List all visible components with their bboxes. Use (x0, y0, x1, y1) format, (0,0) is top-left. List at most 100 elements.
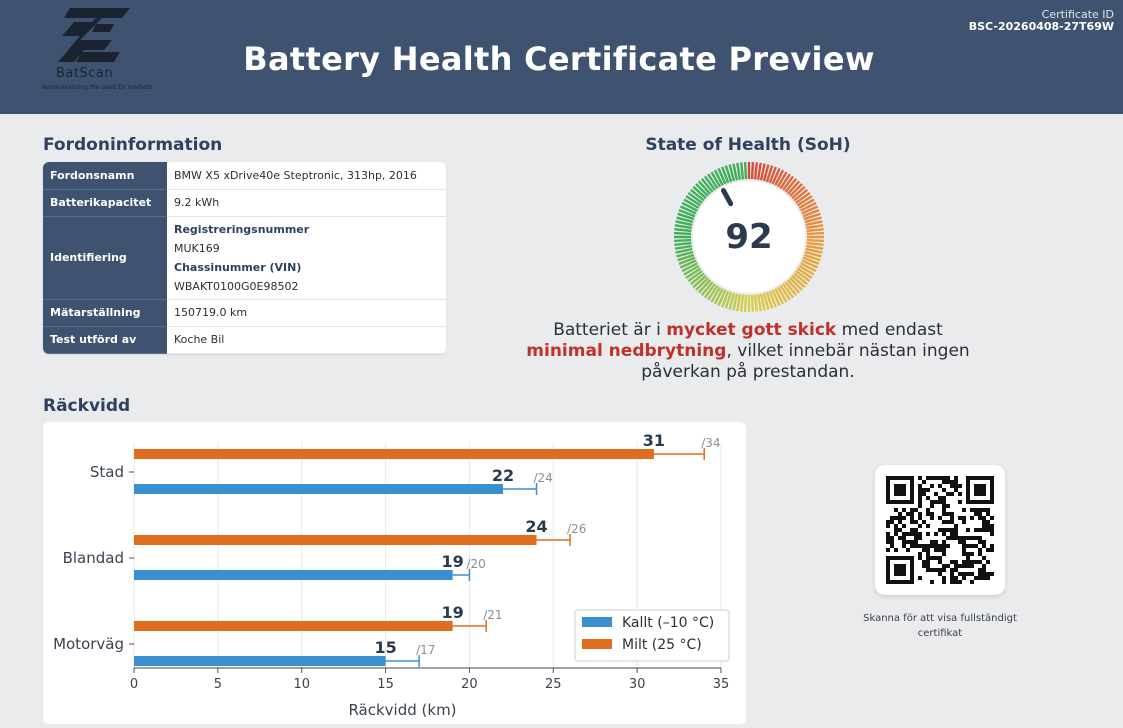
registration-value: MUK169 (174, 241, 220, 255)
gauge-tick (806, 231, 824, 236)
gauge-tick (676, 250, 694, 258)
category-label: Motorväg (53, 635, 124, 653)
tested-by-label: Test utförd av (43, 326, 167, 354)
table-row: Identifiering Registreringsnummer MUK169… (43, 216, 446, 300)
header: BatScan Revolutionizing the used EV mark… (0, 0, 1123, 114)
gauge-tick (800, 201, 817, 212)
gauge-tick (806, 238, 824, 243)
soh-text-part: , vilket innebär nästan ingen påverkan p… (641, 341, 970, 382)
identification-value: Registreringsnummer MUK169 Chassinummer … (167, 216, 446, 300)
gauge-tick (753, 162, 759, 180)
gauge-tick (713, 169, 724, 186)
bar-max-label: /17 (416, 643, 435, 657)
x-tick-label: 5 (214, 677, 222, 692)
logo-mark-icon (58, 8, 130, 62)
gauge-tick (692, 185, 707, 200)
gauge-tick (695, 183, 709, 197)
bar-max-label: /26 (567, 522, 586, 536)
bar-max-label: /20 (466, 557, 485, 571)
logo-name: BatScan (56, 66, 114, 81)
gauge-tick (795, 270, 811, 283)
gauge-tick (806, 227, 824, 233)
x-tick-label: 25 (545, 677, 562, 692)
gauge-tick (774, 288, 785, 305)
soh-highlight-condition: mycket gott skick (666, 320, 837, 340)
gauge-tick (695, 277, 709, 291)
bar-value-label: 19 (442, 603, 464, 622)
gauge-tick (685, 267, 702, 279)
gauge-tick (674, 231, 692, 236)
gauge-tick (804, 216, 822, 224)
legend-entry: Milt (25 °C) (622, 637, 702, 653)
gauge-tick (801, 259, 819, 269)
gauge-tick (674, 224, 692, 230)
gauge-tick (685, 195, 702, 207)
legend-swatch (582, 617, 612, 627)
qr-code-icon[interactable] (886, 476, 994, 584)
gauge-center (693, 181, 805, 293)
bar-max-label: /24 (534, 471, 553, 485)
gauge-needle (720, 188, 734, 207)
range-chart-card: 0 5 10 15 20 25 30 35 Räckvidd (km) Stad 22/24 31/3… (43, 422, 746, 724)
bar-value-label: 22 (492, 466, 514, 485)
gauge-tick (700, 177, 714, 193)
gauge-tick (675, 220, 693, 227)
certificate-id-label: Certificate ID (1041, 8, 1114, 21)
range-bar (134, 535, 537, 545)
odometer-value: 150719.0 km (167, 299, 446, 327)
bar-value-label: 24 (525, 517, 547, 536)
gauge-tick (674, 244, 692, 250)
bar-value-label: 19 (442, 552, 464, 571)
gauge-tick (678, 209, 696, 218)
logo-tagline: Revolutionizing the used EV markets (42, 84, 153, 91)
gauge-tick (689, 188, 705, 202)
gauge-tick (736, 162, 742, 180)
vehicle-name-label: Fordonsnamn (43, 162, 167, 190)
gauge-tick (703, 283, 716, 299)
gauge-tick (750, 162, 755, 180)
gauge-tick (674, 241, 692, 247)
gauge-tick (679, 205, 697, 215)
gauge-tick (753, 294, 759, 312)
x-tick-label: 20 (461, 677, 478, 692)
gauge-tick (789, 183, 803, 197)
gauge-tick (779, 173, 791, 190)
range-bar (134, 484, 503, 494)
x-tick-label: 0 (130, 677, 138, 692)
gauge-tick (683, 198, 700, 210)
gauge-tick (674, 238, 692, 243)
gauge-tick (786, 279, 801, 294)
gauge-tick (724, 165, 733, 183)
registration-label: Registreringsnummer (174, 222, 310, 236)
gauge-tick (762, 292, 770, 310)
gauge-tick (743, 162, 748, 180)
gauge-tick (750, 294, 755, 312)
page-title: Battery Health Certificate Preview (243, 40, 875, 78)
gauge-tick (800, 262, 817, 273)
gauge-tick (681, 262, 698, 273)
gauge-tick (692, 274, 707, 289)
identification-label: Identifiering (43, 216, 167, 300)
range-section-title: Räckvidd (43, 396, 131, 416)
qr-code-card[interactable] (875, 465, 1005, 595)
gauge-tick (728, 292, 736, 310)
bar-max-label: /34 (701, 436, 720, 450)
gauge-tick (675, 247, 693, 254)
bar-value-label: 15 (374, 638, 396, 657)
gauge-tick (743, 294, 748, 312)
gauge-tick (756, 162, 762, 180)
soh-section-title: State of Health (SoH) (645, 135, 851, 155)
gauge-tick (798, 264, 815, 276)
gauge-tick (739, 294, 745, 312)
gauge-tick (707, 173, 719, 190)
legend-entry: Kallt (–10 °C) (622, 615, 714, 631)
battery-capacity-value: 9.2 kWh (167, 189, 446, 217)
x-tick-label: 15 (377, 677, 394, 692)
gauge-tick (728, 164, 736, 182)
gauge-tick (759, 293, 766, 311)
qr-caption: Skanna för att visa fullständigt certifi… (863, 613, 1017, 639)
gauge-tick (674, 227, 692, 233)
gauge-tick (791, 185, 806, 200)
gauge-tick (803, 253, 821, 262)
gauge-tick (679, 259, 697, 269)
